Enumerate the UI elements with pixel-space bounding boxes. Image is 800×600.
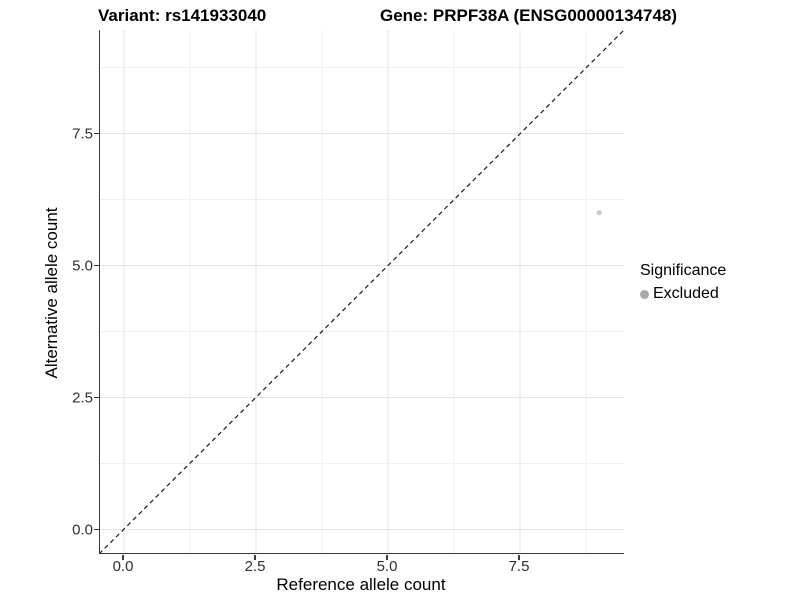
y-axis-title: Alternative allele count [42,207,61,379]
y-tick-mark [94,264,99,267]
x-tick-label: 0.0 [112,558,134,575]
legend-title: Significance [640,262,727,279]
x-tick-mark [518,554,520,560]
x-tick-label: 2.5 [244,558,266,575]
legend: Significance Excluded [640,262,726,303]
legend-item-label: Excluded [653,285,719,302]
plot-area [100,30,624,553]
y-tick-mark [94,528,99,531]
y-tick-label: 2.5 [72,389,93,406]
y-tick-label: 7.5 [72,125,93,142]
x-tick-mark [122,554,124,560]
legend-item-excluded: Excluded [640,285,726,303]
data-point [596,210,602,216]
legend-point-icon [640,289,649,299]
x-tick-label: 5.0 [376,558,398,575]
y-tick-mark [94,396,99,399]
x-tick-mark [386,554,388,560]
y-tick-label: 5.0 [72,257,93,274]
plot-panel [99,30,624,554]
x-tick-mark [254,554,256,560]
y-tick-mark [94,132,99,135]
identity-reference-line [100,30,624,553]
gene-title: Gene: PRPF38A (ENSG00000134748) [380,6,678,25]
y-tick-label: 0.0 [72,521,93,538]
variant-title: Variant: rs141933040 [98,6,267,25]
x-tick-label: 7.5 [508,558,530,575]
x-axis-title: Reference allele count [276,575,446,594]
